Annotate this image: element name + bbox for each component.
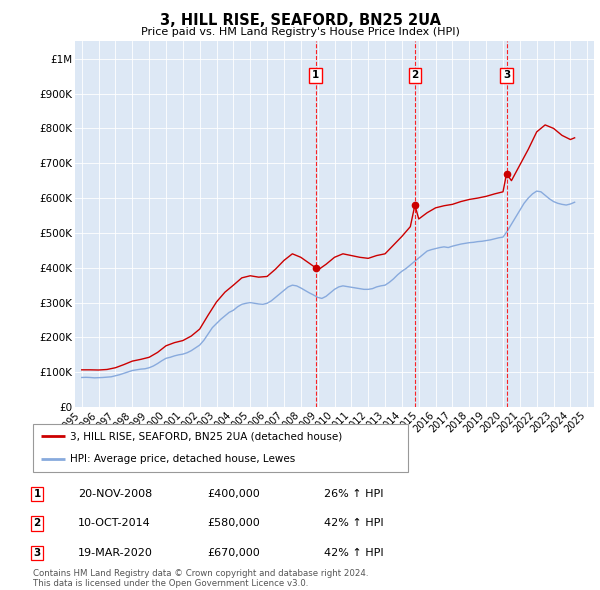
Text: 1: 1 [34, 489, 41, 499]
Text: Price paid vs. HM Land Registry's House Price Index (HPI): Price paid vs. HM Land Registry's House … [140, 27, 460, 37]
Text: 3, HILL RISE, SEAFORD, BN25 2UA: 3, HILL RISE, SEAFORD, BN25 2UA [160, 13, 440, 28]
Text: 1: 1 [312, 70, 319, 80]
Text: 2: 2 [34, 519, 41, 528]
Text: 3: 3 [503, 70, 510, 80]
Text: 42% ↑ HPI: 42% ↑ HPI [324, 548, 383, 558]
Text: 20-NOV-2008: 20-NOV-2008 [78, 489, 152, 499]
Text: 26% ↑ HPI: 26% ↑ HPI [324, 489, 383, 499]
Text: 2: 2 [411, 70, 419, 80]
Text: £400,000: £400,000 [207, 489, 260, 499]
Text: 10-OCT-2014: 10-OCT-2014 [78, 519, 151, 528]
Text: 42% ↑ HPI: 42% ↑ HPI [324, 519, 383, 528]
Text: 19-MAR-2020: 19-MAR-2020 [78, 548, 153, 558]
Text: 3, HILL RISE, SEAFORD, BN25 2UA (detached house): 3, HILL RISE, SEAFORD, BN25 2UA (detache… [71, 431, 343, 441]
Text: 3: 3 [34, 548, 41, 558]
Text: HPI: Average price, detached house, Lewes: HPI: Average price, detached house, Lewe… [71, 454, 296, 464]
Text: £580,000: £580,000 [207, 519, 260, 528]
Text: Contains HM Land Registry data © Crown copyright and database right 2024.
This d: Contains HM Land Registry data © Crown c… [33, 569, 368, 588]
Text: £670,000: £670,000 [207, 548, 260, 558]
FancyBboxPatch shape [33, 424, 408, 472]
